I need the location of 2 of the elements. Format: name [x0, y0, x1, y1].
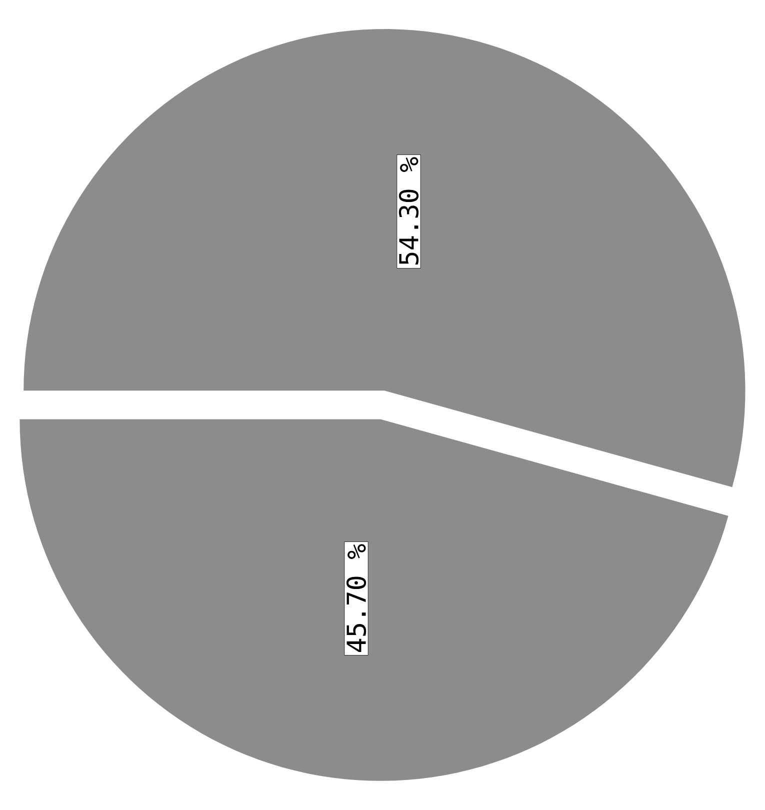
data-label: 45.70 % — [346, 544, 366, 652]
data-label: 54.30 % — [398, 157, 419, 264]
